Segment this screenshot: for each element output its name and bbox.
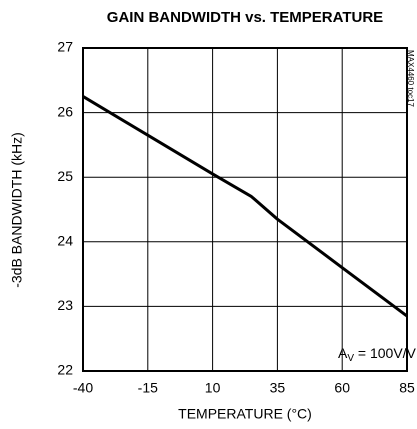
y-tick-label: 22 [57,362,73,378]
x-tick-label: 85 [399,380,415,396]
y-axis-label: -3dB BANDWIDTH (kHz) [9,132,25,288]
y-tick-label: 25 [57,168,73,184]
figure-code: MAX4460 toc17 [406,50,415,107]
annotation-rest: = 100V/V [354,345,417,361]
x-tick-label: 60 [334,380,350,396]
x-axis-label: TEMPERATURE (°C) [178,406,312,422]
x-tick-label: 10 [205,380,221,396]
y-tick-label: 24 [57,233,73,249]
x-tick-label: 35 [270,380,286,396]
annotation: AV = 100V/V [338,345,417,364]
data-line [82,95,408,318]
annotation-main: A [338,345,348,361]
y-tick-label: 26 [57,103,73,119]
chart-title: GAIN BANDWIDTH vs. TEMPERATURE [107,9,383,26]
plot-frame [82,47,408,372]
x-tick-label: -15 [138,380,158,396]
annotation-sub: V [347,353,354,364]
y-tick-label: 27 [57,39,73,55]
y-tick-label: 23 [57,297,73,313]
x-tick-label: -40 [73,380,93,396]
